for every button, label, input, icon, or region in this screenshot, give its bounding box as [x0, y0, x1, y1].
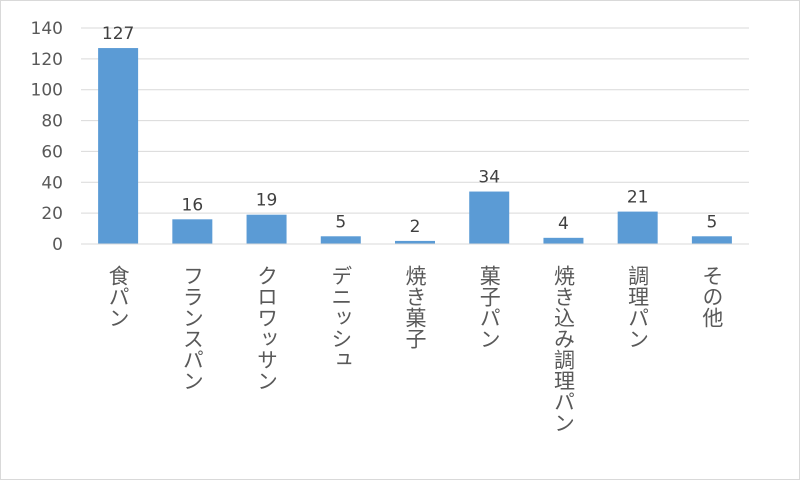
data-label: 16	[182, 195, 204, 215]
category-label: 食パン	[106, 265, 130, 328]
data-label: 127	[102, 24, 134, 44]
category-label: クロワッサン	[255, 265, 279, 391]
y-tick-label: 40	[41, 173, 63, 193]
y-tick-label: 80	[41, 112, 63, 132]
data-label: 5	[706, 212, 717, 232]
bar	[543, 237, 584, 244]
category-label: 焼き込み調理パン	[551, 265, 575, 433]
bar	[691, 236, 732, 244]
y-tick-label: 140	[31, 19, 63, 39]
data-label: 2	[410, 217, 421, 237]
y-tick-label: 20	[41, 204, 63, 224]
data-label: 5	[335, 212, 346, 232]
y-tick-label: 0	[52, 235, 63, 255]
bar	[320, 236, 361, 244]
gridlines	[81, 27, 749, 214]
category-labels: 食パン フランスパン クロワッサン デニッシュ 焼き菓子 菓子パン 焼き込み調理パン 調理パン…	[106, 265, 724, 433]
data-label: 19	[256, 191, 278, 211]
data-label: 21	[627, 188, 649, 208]
y-tick-label: 60	[41, 142, 63, 162]
category-label: 調理パン	[626, 265, 650, 349]
y-tick-label: 120	[31, 50, 63, 70]
bar	[98, 48, 139, 244]
category-label: 焼き菓子	[403, 265, 427, 349]
data-label: 4	[558, 214, 569, 234]
category-label: その他	[700, 265, 724, 328]
bar	[172, 219, 213, 244]
bar	[469, 191, 510, 244]
data-labels: 127 16 19 5 2 34 4 21 5	[102, 24, 717, 237]
y-axis-ticks: 0 20 40 60 80 100 120 140	[31, 19, 63, 255]
data-label: 34	[478, 168, 500, 188]
category-label: 菓子パン	[477, 265, 501, 349]
bar	[395, 240, 435, 244]
bars	[98, 48, 732, 244]
category-label: デニッシュ	[329, 265, 353, 370]
category-label: フランスパン	[180, 265, 204, 391]
bar	[617, 211, 658, 244]
y-tick-label: 100	[31, 81, 63, 101]
bar	[246, 214, 287, 244]
